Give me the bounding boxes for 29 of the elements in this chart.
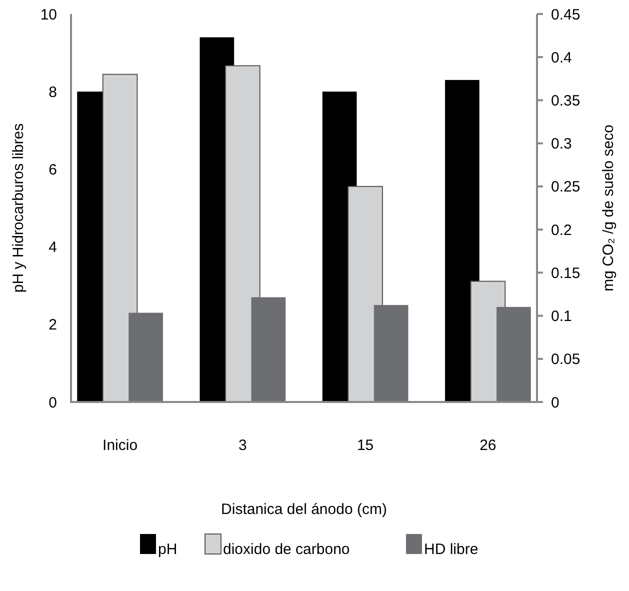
y2-tick-label: 0.15 <box>551 264 580 282</box>
legend-label: HD libre <box>424 541 478 558</box>
x-tick-label: 15 <box>356 437 374 454</box>
y-tick-label: 8 <box>48 84 57 101</box>
x-tick-label: Inicio <box>102 437 138 454</box>
legend-label: dioxido de carbono <box>223 541 350 558</box>
y-axis-title: pH y Hidrocarburos libres <box>10 123 27 293</box>
y-tick-label: 0 <box>48 394 57 412</box>
y-tick-label: 6 <box>48 161 57 178</box>
y-tick-label: 2 <box>48 316 57 334</box>
bar <box>445 80 480 402</box>
y2-tick-label: 0.4 <box>551 49 572 66</box>
y2-tick-label: 0.2 <box>551 222 572 239</box>
y2-tick-label: 0.35 <box>551 92 580 110</box>
y2-tick-label: 0.25 <box>551 178 580 196</box>
bar <box>251 297 286 402</box>
y2-tick-label: 0.3 <box>551 136 572 153</box>
y2-tick-label: 0.45 <box>551 6 580 24</box>
y2-axis-title: mg CO₂ /g de suelo seco <box>600 124 617 292</box>
y2-tick-label: 0.1 <box>551 308 572 326</box>
x-axis-title: Distanica del ánodo (cm) <box>221 501 387 518</box>
y2-tick-label: 0 <box>551 394 560 412</box>
y-tick-label: 10 <box>40 6 57 24</box>
y-tick-label: 4 <box>48 239 57 256</box>
y2-tick-label: 0.05 <box>551 351 580 368</box>
x-tick-label: 3 <box>238 437 247 454</box>
bar <box>128 312 163 402</box>
legend-label: pH <box>158 541 178 558</box>
x-tick-label: 26 <box>480 437 496 454</box>
